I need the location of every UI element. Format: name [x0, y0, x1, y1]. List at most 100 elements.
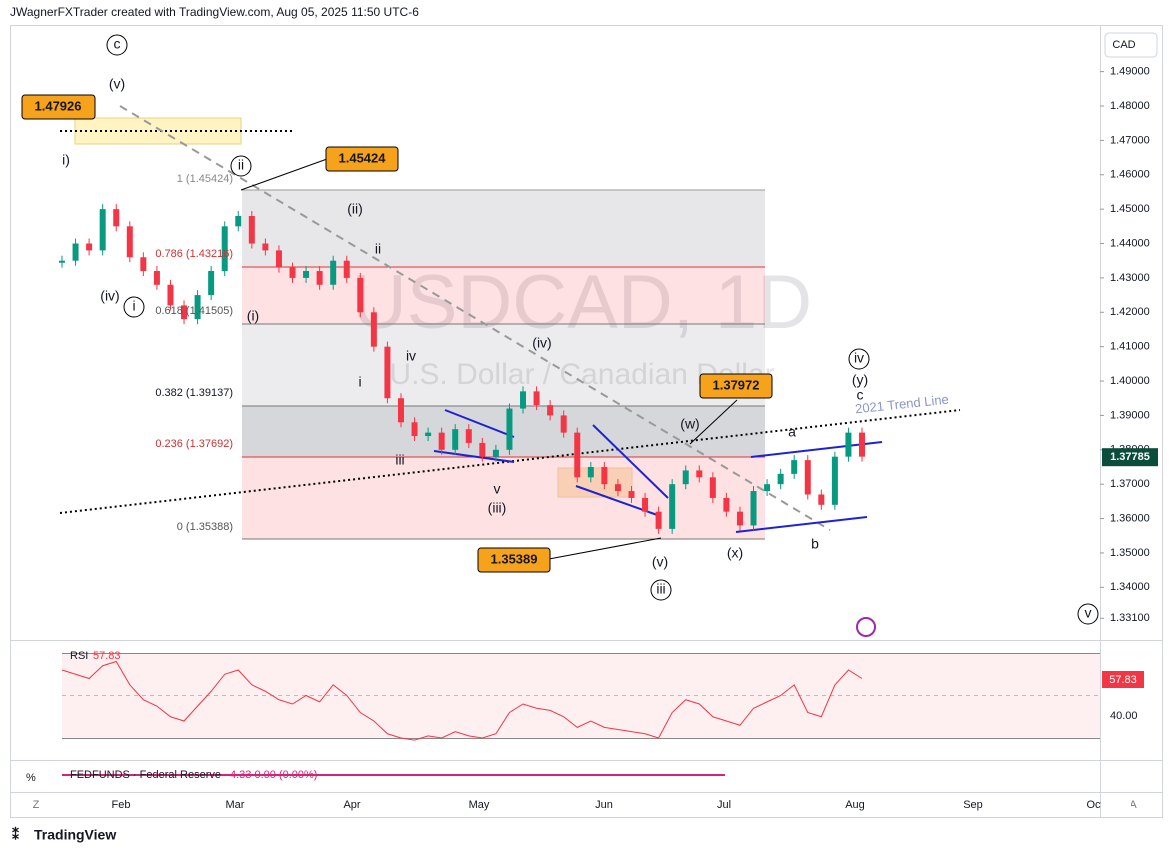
candle: [804, 460, 811, 495]
candle: [99, 209, 106, 251]
candle: [764, 484, 771, 492]
time-tick-label: Jun: [595, 799, 613, 811]
time-tick-label: Sep: [963, 799, 983, 811]
wave-circles: [106, 34, 1099, 625]
footer-logo: TradingView: [34, 827, 116, 843]
price-tick-label: 1.48000: [1110, 100, 1150, 112]
axis-mask: [1101, 795, 1131, 815]
candle: [235, 216, 242, 227]
candle: [547, 405, 554, 416]
pane-button[interactable]: %: [26, 772, 36, 784]
candle: [330, 260, 337, 285]
candle: [208, 271, 215, 296]
candle: [303, 271, 310, 278]
trend-line: [119, 105, 831, 531]
callout: 1.47926: [35, 98, 82, 113]
callouts: [21, 94, 773, 573]
candle: [153, 271, 160, 285]
price-tick-label: 1.35000: [1110, 547, 1150, 559]
currency-box[interactable]: [1104, 32, 1158, 58]
fib-label: 0.786 (1.43216): [155, 248, 233, 260]
watermark-symbol: USDCAD, 1D: [352, 260, 812, 345]
fib-label: 0.236 (1.37692): [155, 438, 233, 450]
event-icon[interactable]: [856, 617, 876, 637]
candle: [72, 243, 79, 261]
candle: [86, 243, 93, 251]
candle: [723, 497, 730, 512]
price-tick-label: 1.41000: [1110, 341, 1150, 353]
candle: [126, 226, 133, 258]
wave-label: (ii): [347, 201, 363, 217]
candles: [59, 204, 865, 534]
price-tick-label: 1.43000: [1110, 272, 1150, 284]
wave-label: (iii): [488, 500, 507, 516]
callout: 1.45424: [339, 150, 387, 165]
callout-leaders: [240, 158, 738, 560]
fib-zone: [242, 406, 765, 457]
wave-label: iv: [854, 350, 864, 366]
wave-label: (v): [109, 76, 125, 92]
candle: [167, 284, 174, 306]
candle: [357, 277, 364, 313]
candle: [831, 456, 838, 505]
rsi-title: RSI: [70, 650, 88, 662]
candle: [655, 511, 662, 529]
candle: [682, 470, 689, 485]
callout: 1.37972: [713, 377, 760, 392]
wave-label: a: [788, 424, 796, 440]
candle: [601, 466, 608, 485]
time-tick-label: Jul: [717, 799, 731, 811]
header: JWagnerFXTrader created with TradingView…: [10, 5, 419, 19]
wave-label: i): [62, 152, 70, 168]
candle: [520, 391, 527, 409]
price-axis: 1.49000 1.48000 1.47000 1.46000 1.45000 1.440…: [1100, 66, 1158, 624]
wave-label: i: [358, 374, 361, 390]
candle: [289, 267, 296, 278]
candle: [59, 260, 65, 263]
candle: [492, 449, 499, 457]
candle: [343, 260, 350, 278]
candle: [560, 415, 567, 433]
pane-button[interactable]: A: [1129, 799, 1137, 811]
rsi-value: 57.83: [93, 650, 121, 662]
fedfunds-title: FEDFUNDS · Federal Reserve: [70, 769, 221, 781]
fib-label: 0.618 (1.41505): [155, 305, 233, 317]
candle: [411, 422, 418, 437]
fib-label: 1 (1.45424): [177, 173, 233, 185]
price-tick-label: 1.36000: [1110, 512, 1150, 524]
footer-icon: ⁑: [12, 826, 19, 843]
candle: [194, 295, 201, 320]
price-tick-label: 1.45000: [1110, 203, 1150, 215]
frame: [10, 25, 1163, 818]
wave-label: (v): [652, 554, 668, 570]
time-tick-label: Mar: [226, 799, 245, 811]
wave-label: (iv): [100, 288, 119, 304]
price-tick-label: 1.39000: [1110, 409, 1150, 421]
fib-zone: [242, 267, 765, 324]
candle: [425, 432, 432, 437]
candle: [113, 209, 120, 227]
candle: [506, 408, 513, 450]
rsi-value-box: [1102, 671, 1144, 688]
price-tick-label: 1.42000: [1110, 306, 1150, 318]
price-tick-label: 1.40000: [1110, 375, 1150, 387]
main-pane: USDCAD, 1D U.S. Dollar / Canadian Dollar…: [21, 34, 1099, 637]
wave-label: v: [1085, 605, 1092, 621]
rsi-value-box-label: 57.83: [1109, 674, 1137, 686]
pane-button[interactable]: Z: [33, 799, 40, 811]
candle: [221, 226, 228, 272]
candle: [736, 511, 743, 526]
wave-label: c: [857, 387, 864, 403]
candle: [709, 477, 716, 498]
price-tick-label: 1.47000: [1110, 134, 1150, 146]
candle: [316, 271, 323, 285]
candle: [465, 429, 472, 443]
rsi-line: [61, 660, 863, 741]
candle: [479, 442, 486, 457]
fib-lines: [242, 189, 765, 540]
wave-label: iii: [395, 452, 404, 468]
fib-label: 0.382 (1.39137): [155, 387, 233, 399]
price-tick-label: 1.46000: [1110, 169, 1150, 181]
time-tick-label: May: [469, 799, 490, 811]
